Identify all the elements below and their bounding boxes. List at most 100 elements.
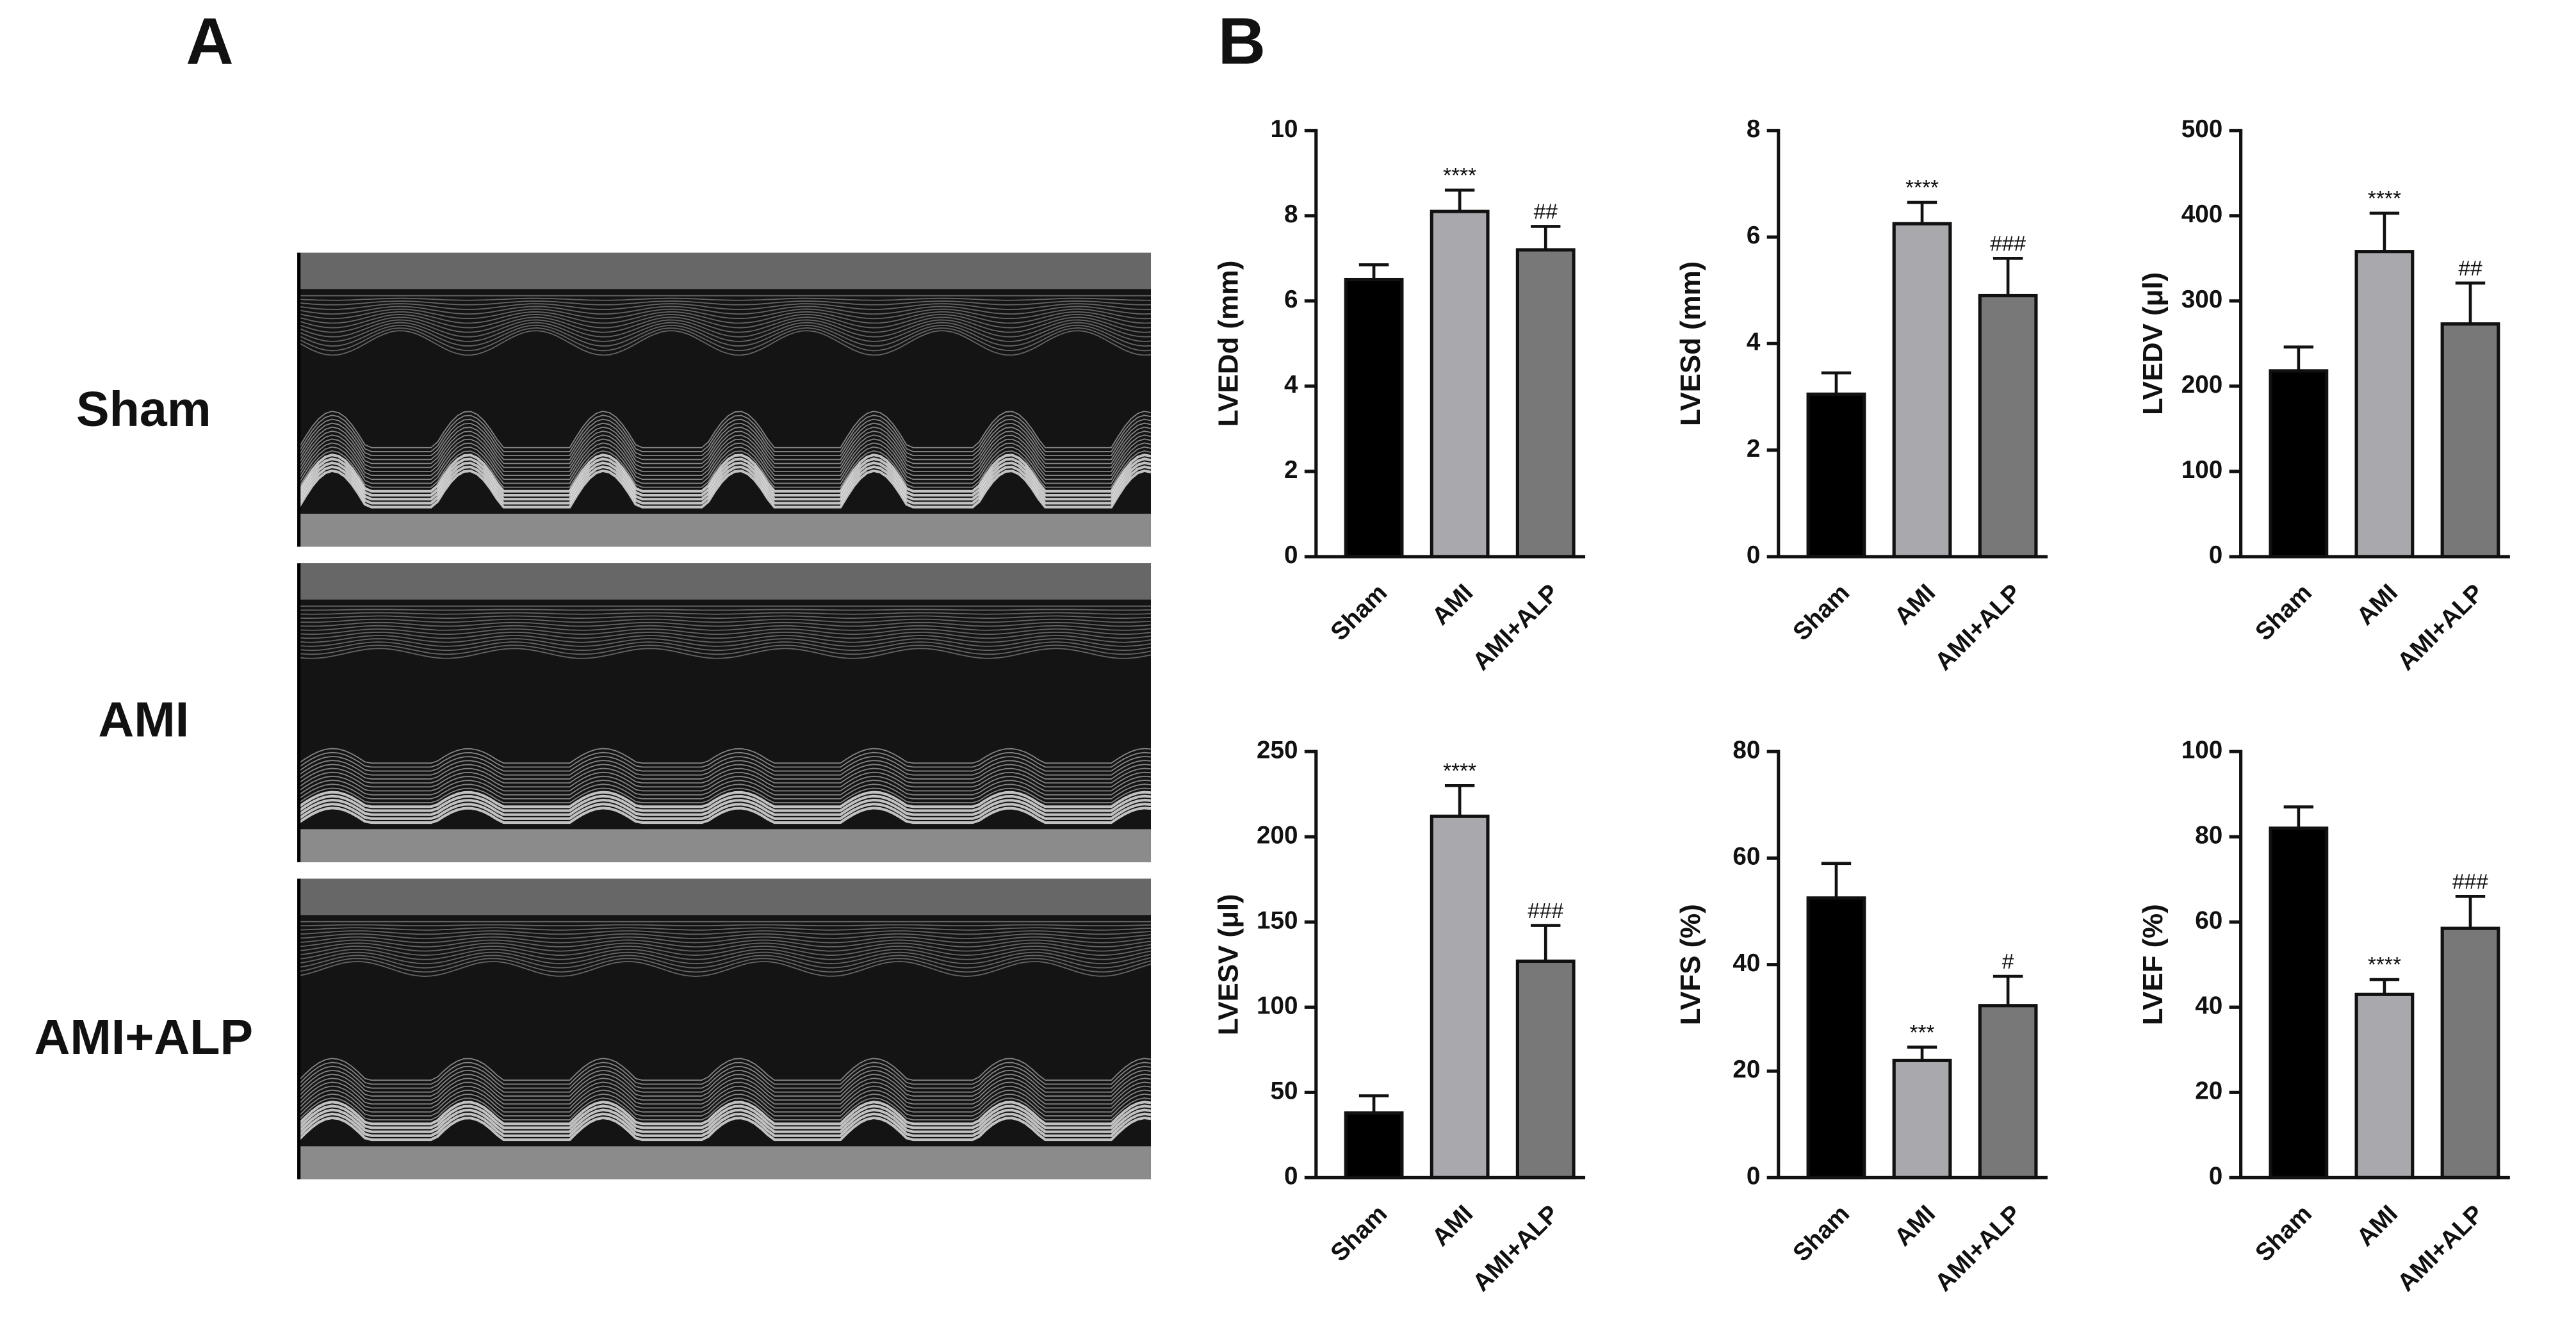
x-tick-label: Sham [2250,1200,2317,1267]
error-bar [2369,978,2400,995]
echo-trace [297,469,1152,509]
echo-trace [298,426,1152,464]
echo-trace [298,319,1152,338]
bar-chart: 0 20 40 60 80 100 LVEF (%) Sham **** AMI ### AMI+AL… [2137,736,2510,1297]
y-tick-label: 10 [1270,115,1298,143]
echo-trace [298,311,1152,324]
x-tick-label: AMI [1889,579,1941,631]
echo-trace [298,1069,1152,1093]
significance-label: ### [1990,233,2026,256]
echo-trace [298,625,1152,631]
error-bar [2455,894,2486,929]
echo-trace [298,760,1152,776]
bar [1344,1111,1404,1179]
echo-trace [298,1089,1152,1113]
bar [1806,896,1866,1179]
echo-trace [298,1058,1152,1081]
significance-label: ### [1528,899,1563,923]
bar [2354,992,2415,1179]
echo-trace [298,787,1152,803]
significance-label: **** [1443,760,1476,783]
x-tick-label: AMI [1427,579,1479,631]
echo-trace [298,615,1152,619]
echo-trace [298,621,1152,627]
y-tick-label: 0 [1284,1163,1298,1190]
echo-trace [298,641,1152,652]
bar [2440,322,2500,559]
echo-trace [298,618,1152,623]
echo-trace [298,755,1152,772]
echo-trace [298,634,1152,643]
echo-trace [298,933,1152,939]
echo-trace [298,1116,1152,1142]
error-bar [2283,805,2314,828]
y-axis-label: LVESV (μl) [1212,894,1244,1035]
bar [2269,826,2329,1179]
echo-trace [298,780,1152,796]
significance-label: ### [2452,871,2488,894]
y-tick-label: 300 [2181,286,2223,313]
y-tick-label: 4 [1284,371,1298,398]
significance-label: **** [2368,953,2401,977]
x-tick-label: AMI [1427,1200,1479,1252]
significance-label: ## [1534,201,1558,224]
error-bar [1993,974,2023,1006]
echo-trace [298,791,1152,808]
y-tick-label: 500 [2181,115,2223,143]
echo-trace [298,924,1152,927]
bar [1515,248,1576,559]
y-tick-label: 60 [2195,906,2222,934]
bar [1344,277,1404,559]
echo-trace [298,955,1152,969]
echo-trace [298,751,1152,768]
echo-top-band [298,878,1152,915]
echo-bottom-band [298,513,1152,547]
echo-trace [298,1108,1152,1133]
echo-trace [298,771,1152,788]
bar [2269,369,2329,559]
echo-trace [298,764,1152,780]
echo-trace [298,1078,1152,1101]
error-bar [2369,211,2400,252]
echo-trace [298,927,1152,931]
echo-trace [298,306,1152,315]
bar-chart: 0 50 100 150 200 250 LVESV (μl) Sham **** AMI ### A… [1212,736,1586,1297]
echo-trace [298,648,1152,659]
y-tick-label: 8 [1747,115,1761,143]
x-tick-label: AMI [2351,579,2403,631]
echo-trace [298,803,1152,820]
echo-trace [297,453,1152,493]
echo-trace [298,1062,1152,1085]
echo-trace [298,327,1152,352]
y-tick-label: 0 [1747,1163,1761,1190]
y-axis-label: LVEF (%) [2137,904,2169,1025]
echo-trace [298,1104,1152,1129]
bar-chart: 0 2 4 6 8 LVESd (mm) Sham **** AMI ### AMI+ALP [1675,115,2048,676]
bar [1515,959,1576,1179]
echo-trace [298,297,1152,301]
echo-trace [298,942,1152,952]
echo-trace [298,438,1152,476]
bar [1978,1004,2038,1179]
echo-trace [298,308,1152,320]
echo-trace [298,951,1152,965]
error-bar [1821,371,1852,395]
panel-label: B [1218,4,1266,78]
echo-trace [298,411,1152,448]
bar [1806,392,1866,559]
y-tick-label: 2 [1284,456,1298,484]
y-axis-label: LVFS (%) [1675,904,1706,1025]
x-tick-label: Sham [1788,579,1855,646]
echo-images [297,252,1152,1179]
error-bar [2455,281,2486,324]
echo-trace [298,1065,1152,1089]
echo-trace [298,960,1152,977]
bar [1978,293,2038,559]
significance-label: **** [1905,176,1939,200]
y-tick-label: 40 [2195,992,2222,1019]
echo-trace [298,446,1152,484]
significance-label: # [2002,950,2014,974]
y-tick-label: 8 [1284,201,1298,228]
bar [2354,250,2415,559]
